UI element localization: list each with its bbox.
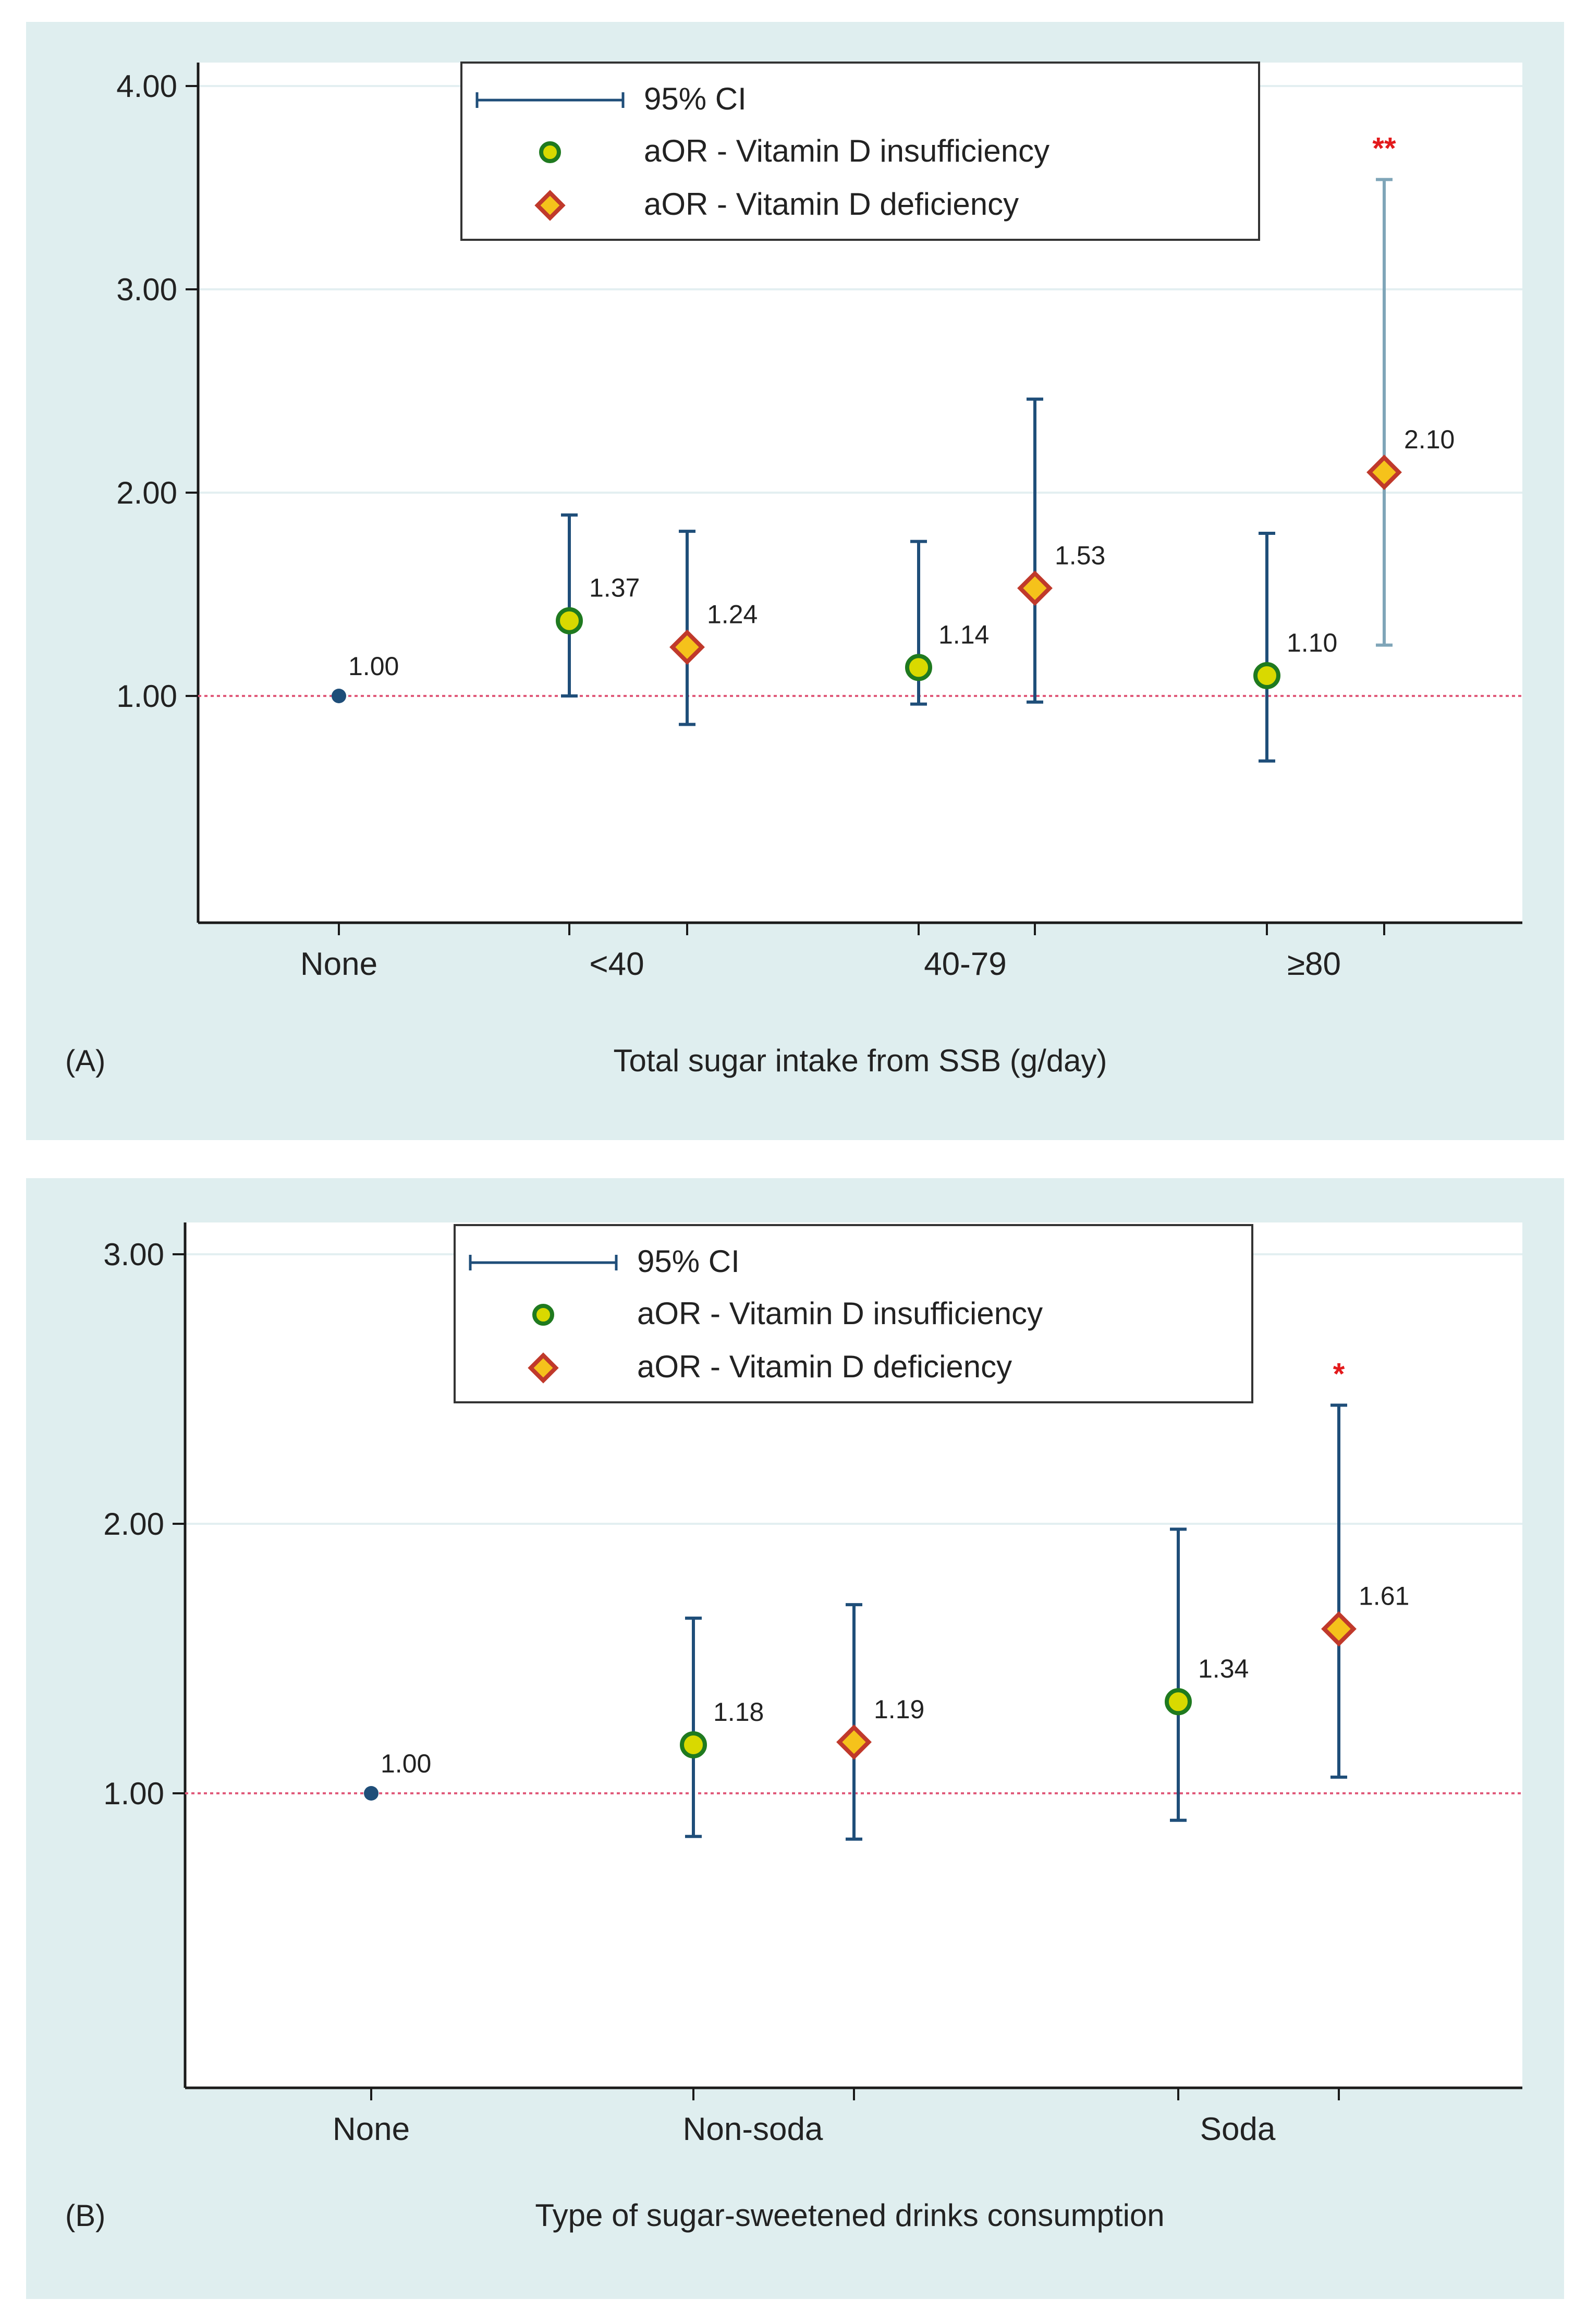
- panel-b: 1.002.003.00 None Non-soda Soda 1.001.181.…: [26, 1178, 1564, 2299]
- x-tick-label: None: [333, 2111, 410, 2147]
- panel-b-x-axis-title: Type of sugar-sweetened drinks consumpti…: [535, 2198, 1164, 2233]
- legend-deficiency-marker: [528, 1352, 559, 1384]
- reference-point: [364, 1786, 379, 1801]
- legend-insufficiency-marker: [532, 1304, 554, 1326]
- value-label: 1.18: [713, 1697, 764, 1727]
- insufficiency-point: [905, 654, 932, 681]
- insufficiency-point: [1165, 1688, 1192, 1716]
- x-tick-label: <40: [589, 946, 644, 982]
- panel-b-legend: 95% CI aOR - Vitamin D insufficiency aOR…: [454, 1224, 1253, 1403]
- y-tick-label: 3.00: [103, 1237, 164, 1272]
- value-label: 1.24: [707, 600, 758, 629]
- significance-marker: *: [1333, 1357, 1345, 1391]
- panel-b-marks: 1.00 1.18 1.34 1.19 1.61 *: [364, 1357, 1409, 1841]
- x-tick-label: 40-79: [924, 946, 1007, 982]
- y-tick-label: 3.00: [116, 272, 177, 307]
- y-tick-label: 2.00: [103, 1507, 164, 1542]
- legend-ci-label: 95% CI: [637, 1244, 740, 1279]
- significance-marker: **: [1372, 131, 1396, 165]
- y-tick-label: 1.00: [116, 679, 177, 714]
- y-tick-label: 4.00: [116, 69, 177, 104]
- value-label: 1.10: [1287, 628, 1337, 657]
- reference-point: [332, 689, 346, 703]
- x-tick-label: ≥80: [1287, 946, 1341, 982]
- deficiency-point: [1017, 570, 1053, 606]
- legend-insufficiency-marker: [539, 141, 561, 163]
- legend-ci-label: 95% CI: [644, 81, 747, 116]
- value-label: 1.61: [1359, 1582, 1409, 1611]
- insufficiency-point: [680, 1731, 707, 1758]
- legend-box: [454, 1224, 1253, 1403]
- panel-a-legend: 95% CI aOR - Vitamin D insufficiency aOR…: [460, 62, 1260, 241]
- value-label: 1.19: [874, 1695, 924, 1724]
- y-tick-label: 1.00: [103, 1776, 164, 1811]
- panel-a-marks: 1.00 1.37 1.14 1.10 1.24 1.53 2.10 **: [332, 131, 1455, 763]
- y-tick-label: 2.00: [116, 475, 177, 510]
- deficiency-point: [1366, 455, 1402, 490]
- panel-a-label: (A): [65, 1044, 105, 1078]
- x-tick-label: Soda: [1200, 2111, 1276, 2147]
- value-label: 1.53: [1055, 541, 1105, 570]
- value-label: 2.10: [1404, 425, 1455, 454]
- panel-b-label: (B): [65, 2199, 105, 2233]
- panel-a-y-ticks: 1.00 2.00 3.00 4.00: [116, 69, 198, 714]
- legend-deficiency-label: aOR - Vitamin D deficiency: [644, 187, 1019, 222]
- deficiency-point: [1321, 1611, 1357, 1647]
- panel-a-x-ticks: None <40 40-79 ≥80: [300, 923, 1385, 982]
- deficiency-point: [836, 1724, 872, 1760]
- panel-b-y-ticks: 1.00 2.00 3.00: [103, 1237, 185, 1811]
- value-label: 1.34: [1198, 1654, 1249, 1683]
- legend-insufficiency-label: aOR - Vitamin D insufficiency: [644, 133, 1049, 168]
- value-label: 1.37: [589, 573, 640, 603]
- insufficiency-point: [556, 607, 583, 634]
- x-tick-label: None: [300, 946, 377, 982]
- legend-deficiency-marker: [534, 190, 566, 221]
- reference-point-label: 1.00: [348, 652, 399, 681]
- reference-point-label: 1.00: [381, 1749, 431, 1778]
- legend-deficiency-label: aOR - Vitamin D deficiency: [637, 1349, 1012, 1384]
- deficiency-point: [669, 629, 705, 665]
- value-label: 1.14: [938, 620, 989, 649]
- legend-insufficiency-label: aOR - Vitamin D insufficiency: [637, 1296, 1043, 1331]
- insufficiency-point: [1253, 662, 1280, 689]
- x-tick-label: Non-soda: [683, 2111, 823, 2147]
- panel-a-x-axis-title: Total sugar intake from SSB (g/day): [613, 1043, 1107, 1078]
- panel-a: 1.00 2.00 3.00 4.00 None <40 40-79 ≥80 1.00 1.3…: [26, 22, 1564, 1140]
- panel-b-x-ticks: None Non-soda Soda: [333, 2088, 1340, 2147]
- legend-box: [460, 62, 1260, 241]
